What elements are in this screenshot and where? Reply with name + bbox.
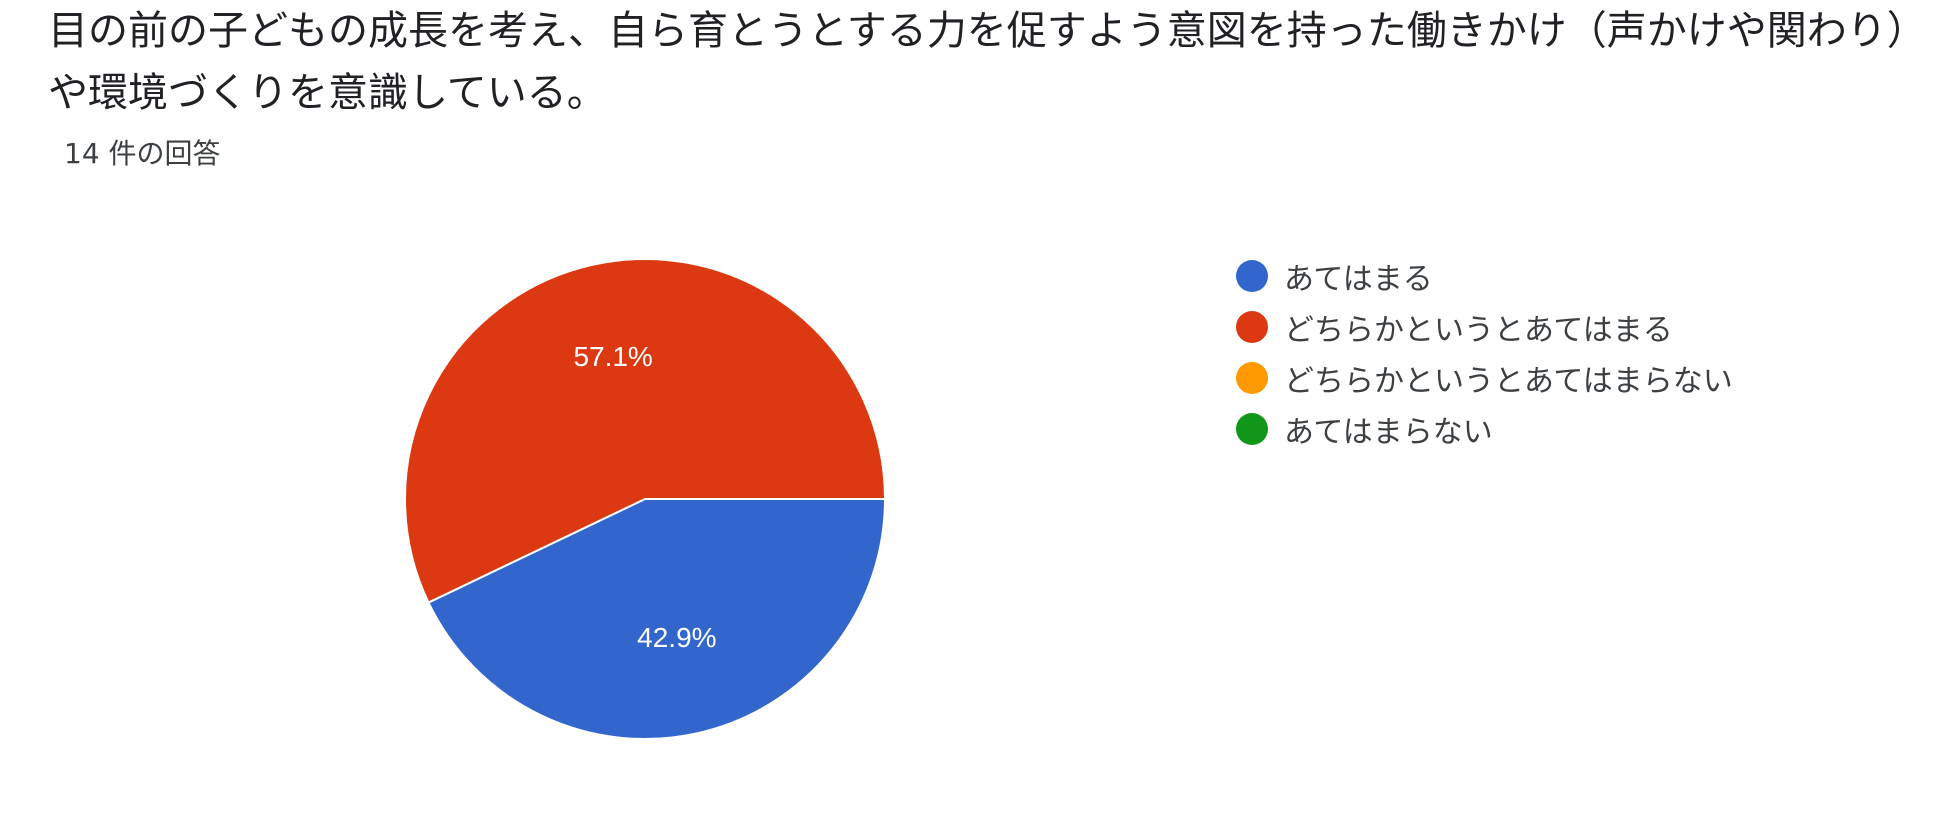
question-title: 目の前の子どもの成長を考え、自ら育とうとする力を促すよう意図を持った働きかけ（声… <box>48 8 1907 116</box>
legend-label-1: あてはまる <box>1284 261 1433 297</box>
pie-slice-1[interactable] <box>427 498 887 740</box>
legend-item-1[interactable]: あてはまる <box>1236 250 1733 301</box>
chart-legend: あてはまるどちらかというとあてはまるどちらかというとあてはまらない あてはまらない <box>1236 250 1733 454</box>
pie-slice-2[interactable] <box>404 258 887 604</box>
legend-swatch-3 <box>1236 361 1268 394</box>
pie-slice-label-2: 57.1% <box>573 341 652 372</box>
legend-swatch-2 <box>1236 310 1268 343</box>
legend-swatch-1 <box>1236 259 1268 292</box>
legend-label-3: どちらかというとあてはまらない <box>1284 363 1733 399</box>
pie-slice-label-1: 42.9% <box>637 622 716 653</box>
legend-label-4: あてはまらない <box>1284 414 1493 450</box>
legend-item-2[interactable]: どちらかというとあてはまる <box>1236 301 1733 352</box>
response-count: 14 件の回答 <box>64 137 221 170</box>
legend-swatch-4 <box>1236 412 1268 445</box>
legend-item-4[interactable]: あてはまらない <box>1236 403 1733 454</box>
legend-item-3[interactable]: どちらかというとあてはまらない <box>1236 352 1733 403</box>
legend-label-2: どちらかというとあてはまる <box>1284 312 1673 348</box>
